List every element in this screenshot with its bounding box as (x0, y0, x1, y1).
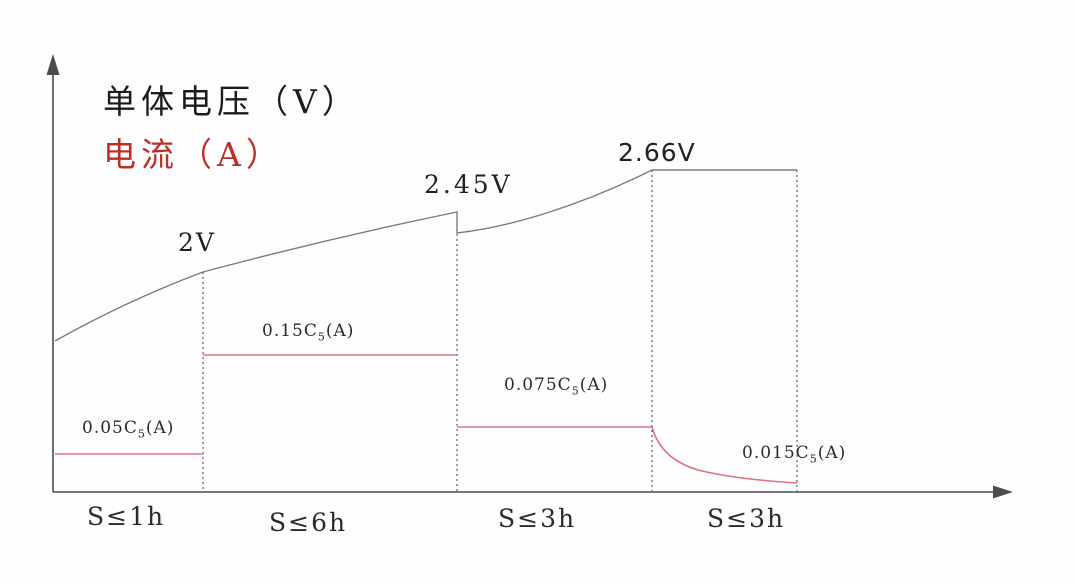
current-unit-text: (A) (817, 443, 847, 463)
stage-duration-label-4: S≤3h (707, 504, 786, 533)
current-series-title: 电流（A） (103, 135, 284, 174)
x-axis-arrow-icon (993, 485, 1013, 499)
stage-boundary-dashed-lines (202, 170, 798, 492)
voltage-series-title: 单体电压（V） (103, 82, 360, 121)
voltage-annotation-2-45v: 2.45V (424, 170, 513, 199)
current-unit-text: (A) (325, 321, 355, 341)
stage-duration-label-1: S≤1h (87, 502, 166, 531)
current-annotation-stage3: 0.075C5(A) (504, 375, 609, 398)
current-unit-text: (A) (145, 418, 175, 438)
stage-duration-label-3: S≤3h (498, 504, 577, 533)
current-unit-text: (A) (579, 375, 609, 395)
current-subscript: 5 (571, 384, 580, 398)
current-value-text: 0.075C (504, 375, 572, 395)
current-annotation-stage1: 0.05C5(A) (82, 418, 175, 441)
current-value-text: 0.05C (82, 418, 138, 438)
voltage-annotation-2v: 2V (178, 228, 216, 257)
current-annotation-stage4: 0.015C5(A) (742, 443, 847, 466)
current-curve (55, 354, 798, 484)
voltage-curve (54, 169, 797, 342)
current-value-text: 0.15C (262, 321, 318, 341)
y-axis-arrow-icon (46, 54, 60, 75)
current-subscript: 5 (317, 330, 326, 344)
voltage-annotation-2-66v: 2.66V (618, 138, 696, 167)
current-value-text: 0.015C (742, 443, 810, 463)
current-subscript: 5 (137, 427, 146, 441)
current-subscript: 5 (809, 452, 818, 466)
stage-duration-label-2: S≤6h (269, 508, 348, 537)
current-annotation-stage2: 0.15C5(A) (262, 321, 355, 344)
